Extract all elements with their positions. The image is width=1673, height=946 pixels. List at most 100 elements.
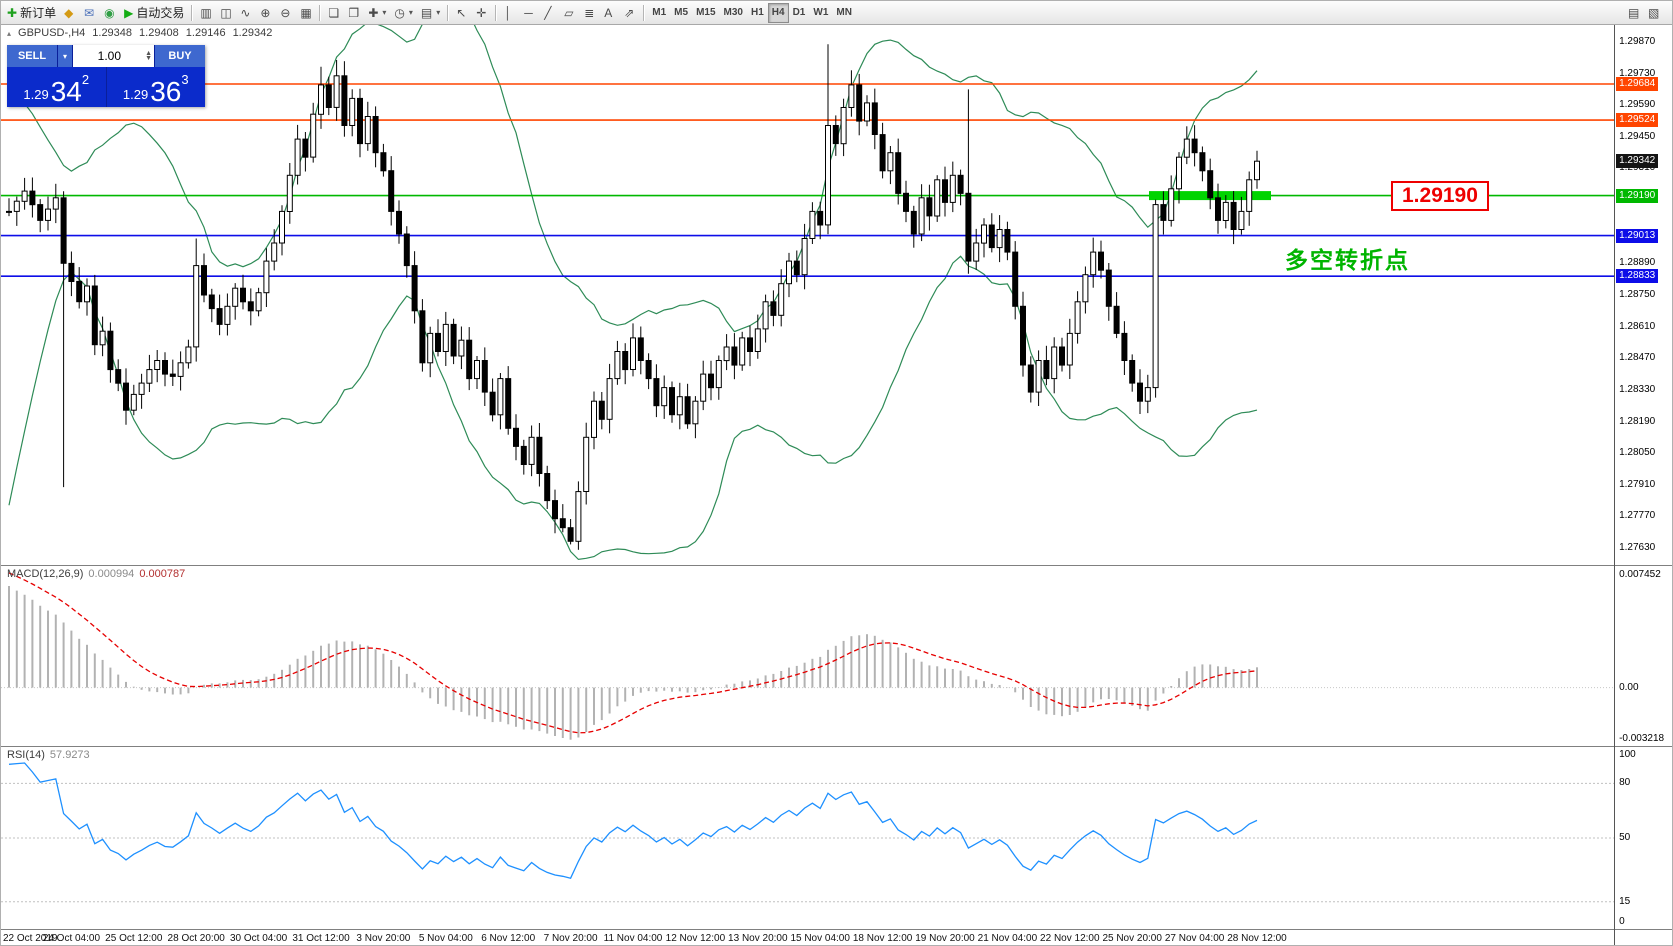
axis-label: 1.28470 bbox=[1619, 352, 1656, 364]
chart-list-button[interactable]: ▤ bbox=[1624, 3, 1644, 23]
time-axis[interactable]: 22 Oct 2019 24 Oct 04:00 25 Oct 12:00 28 Oc… bbox=[1, 929, 1615, 945]
axis-label: 0.00 bbox=[1619, 681, 1639, 693]
time-axis-label: 11 Nov 04:00 bbox=[603, 933, 663, 944]
volume-down-icon[interactable]: ▼ bbox=[145, 55, 152, 62]
horizontal-line-button[interactable]: ─ bbox=[520, 3, 540, 23]
grid-button[interactable]: ▦ bbox=[296, 3, 316, 23]
chart-shift-button[interactable]: ▧ bbox=[1644, 3, 1664, 23]
axis-label: 1.29524 bbox=[1616, 113, 1659, 128]
axis-label: 15 bbox=[1619, 895, 1631, 907]
rsi-pane[interactable]: RSI(14) 57.9273 bbox=[1, 747, 1615, 929]
zoom-in-button[interactable]: ⊕ bbox=[256, 3, 276, 23]
mailbox-button[interactable]: ✉ bbox=[80, 3, 100, 23]
volume-stepper[interactable]: ▲ ▼ bbox=[145, 50, 152, 62]
auto-trading-button[interactable]: ▶ 自动交易 bbox=[120, 3, 188, 23]
toolbar-group-timeframes: M1 M5 M15 M30 H1 H4 D1 W1 MN bbox=[648, 1, 856, 24]
tf-d1-button[interactable]: D1 bbox=[789, 3, 810, 23]
tf-m30-button[interactable]: M30 bbox=[720, 3, 747, 23]
pane-separator[interactable] bbox=[1, 746, 1615, 747]
sell-price[interactable]: 1.29 34 2 bbox=[7, 67, 106, 107]
tf-m5-button[interactable]: M5 bbox=[670, 3, 692, 23]
axis-label: 1.29190 bbox=[1616, 188, 1659, 203]
pane-separator[interactable] bbox=[1, 565, 1615, 566]
tf-w1-button[interactable]: W1 bbox=[809, 3, 832, 23]
mailbox-icon: ✉ bbox=[84, 5, 95, 20]
script-run-button[interactable]: ◉ bbox=[100, 3, 120, 23]
price-axis-rsi[interactable]: 100 80 50 15 0 bbox=[1615, 746, 1672, 929]
sell-dropdown-button[interactable]: ▾ bbox=[58, 45, 72, 67]
new-order-icon: ✚ bbox=[7, 5, 18, 20]
arrow-objects-icon: ⇗ bbox=[624, 5, 635, 20]
rsi-chart[interactable] bbox=[1, 747, 1615, 929]
tf-h1-button[interactable]: H1 bbox=[747, 3, 768, 23]
tf-mn-button[interactable]: MN bbox=[832, 3, 856, 23]
vertical-line-button[interactable]: │ bbox=[500, 3, 520, 23]
text-label-button[interactable]: A bbox=[600, 3, 620, 23]
buy-price-pipette: 3 bbox=[181, 72, 189, 87]
candlestick-chart-icon: ◫ bbox=[220, 5, 232, 20]
axis-label: 1.28833 bbox=[1616, 269, 1659, 284]
time-axis-label: 3 Nov 20:00 bbox=[356, 933, 411, 944]
tf-h4-label: H4 bbox=[771, 7, 785, 18]
add-indicator-button[interactable]: ✚ ▾ bbox=[364, 3, 390, 23]
tile-windows-button[interactable]: ❏ bbox=[324, 3, 344, 23]
alert-button[interactable]: ◆ bbox=[60, 3, 80, 23]
time-axis-label: 28 Nov 12:00 bbox=[1227, 933, 1287, 944]
macd-pane[interactable]: MACD(12,26,9) 0.000994 0.000787 bbox=[1, 566, 1615, 746]
add-indicator-icon: ✚ bbox=[368, 5, 379, 20]
equidistant-channel-icon: ▱ bbox=[564, 5, 574, 20]
tf-m15-button[interactable]: M15 bbox=[692, 3, 719, 23]
tf-h4-button[interactable]: H4 bbox=[767, 2, 789, 23]
volume-up-icon[interactable]: ▲ bbox=[145, 50, 152, 57]
cursor-button[interactable]: ↖ bbox=[452, 3, 472, 23]
axis-label: 1.29342 bbox=[1616, 154, 1659, 169]
buy-price-pips: 36 bbox=[150, 76, 182, 108]
line-chart-button[interactable]: ∿ bbox=[236, 3, 256, 23]
trend-line-button[interactable]: ╱ bbox=[540, 3, 560, 23]
time-axis-label: 12 Nov 12:00 bbox=[665, 933, 726, 944]
axis-corner bbox=[1615, 929, 1672, 945]
price-axis-macd[interactable]: 0.007452 0.00 -0.003218 bbox=[1615, 565, 1672, 746]
turning-point-note[interactable]: 多空转折点 bbox=[1285, 247, 1410, 273]
symbol-name: GBPUSD-,H4 bbox=[18, 27, 86, 39]
fibonacci-button[interactable]: ≣ bbox=[580, 3, 600, 23]
toolbar-separator bbox=[495, 4, 498, 21]
cascade-windows-button[interactable]: ❐ bbox=[344, 3, 364, 23]
tf-m1-button[interactable]: M1 bbox=[648, 3, 670, 23]
time-axis-label: 27 Nov 04:00 bbox=[1164, 933, 1225, 944]
buy-button[interactable]: BUY bbox=[155, 45, 205, 67]
price-axis-main[interactable]: 1.298701.297301.295901.294501.293101.291… bbox=[1615, 25, 1672, 565]
rsi-name: RSI(14) bbox=[7, 749, 45, 761]
price-axis[interactable]: 1.298701.297301.295901.294501.293101.291… bbox=[1614, 25, 1672, 945]
bar-chart-button[interactable]: ▥ bbox=[196, 3, 216, 23]
periods-menu-button[interactable]: ◷ ▾ bbox=[390, 3, 417, 23]
price-annotation-box[interactable]: 1.29190 bbox=[1391, 181, 1489, 211]
sell-price-figure: 1.29 bbox=[23, 87, 49, 102]
axis-label: 1.27770 bbox=[1619, 510, 1656, 522]
zoom-out-button[interactable]: ⊖ bbox=[276, 3, 296, 23]
crosshair-icon: ✛ bbox=[476, 5, 487, 20]
templates-menu-button[interactable]: ▤ ▾ bbox=[417, 3, 444, 23]
bar-chart-icon: ▥ bbox=[200, 5, 212, 20]
equidistant-channel-button[interactable]: ▱ bbox=[560, 3, 580, 23]
rsi-value: 57.9273 bbox=[49, 749, 90, 761]
volume-input[interactable] bbox=[75, 48, 123, 64]
time-axis-label: 22 Oct 2019 bbox=[3, 933, 58, 944]
volume-field[interactable]: ▲▼ bbox=[73, 45, 154, 67]
tf-d1-label: D1 bbox=[792, 7, 806, 18]
crosshair-button[interactable]: ✛ bbox=[472, 3, 492, 23]
main-chart-pane[interactable]: ▴ GBPUSD-,H4 1.29348 1.29408 1.29146 1.2… bbox=[1, 25, 1615, 565]
toolbar-separator bbox=[319, 4, 322, 21]
sell-price-pips: 34 bbox=[50, 76, 82, 108]
main-toolbar: ✚ 新订单 ◆ ✉ ◉ ▶ 自动交易 ▥ ◫ ∿ ⊕ ⊖ ▦ ❏ ❐ ✚ ▾ ◷ ▾ ▤ ▾ ↖ ✛ │ ─ ╱ ▱ ≣ A ⇗ M1 M5 M… bbox=[1, 1, 1672, 25]
macd-chart[interactable] bbox=[1, 566, 1615, 746]
buy-price[interactable]: 1.29 36 3 bbox=[106, 67, 205, 108]
trend-line-icon: ╱ bbox=[544, 5, 552, 20]
arrow-objects-button[interactable]: ⇗ bbox=[620, 3, 640, 23]
new-order-button[interactable]: ✚ 新订单 bbox=[3, 3, 60, 23]
bar-open-value: 1.29348 bbox=[92, 27, 133, 39]
candlestick-chart[interactable] bbox=[1, 25, 1615, 565]
candlestick-chart-button[interactable]: ◫ bbox=[216, 3, 236, 23]
sell-button[interactable]: SELL bbox=[7, 45, 57, 67]
